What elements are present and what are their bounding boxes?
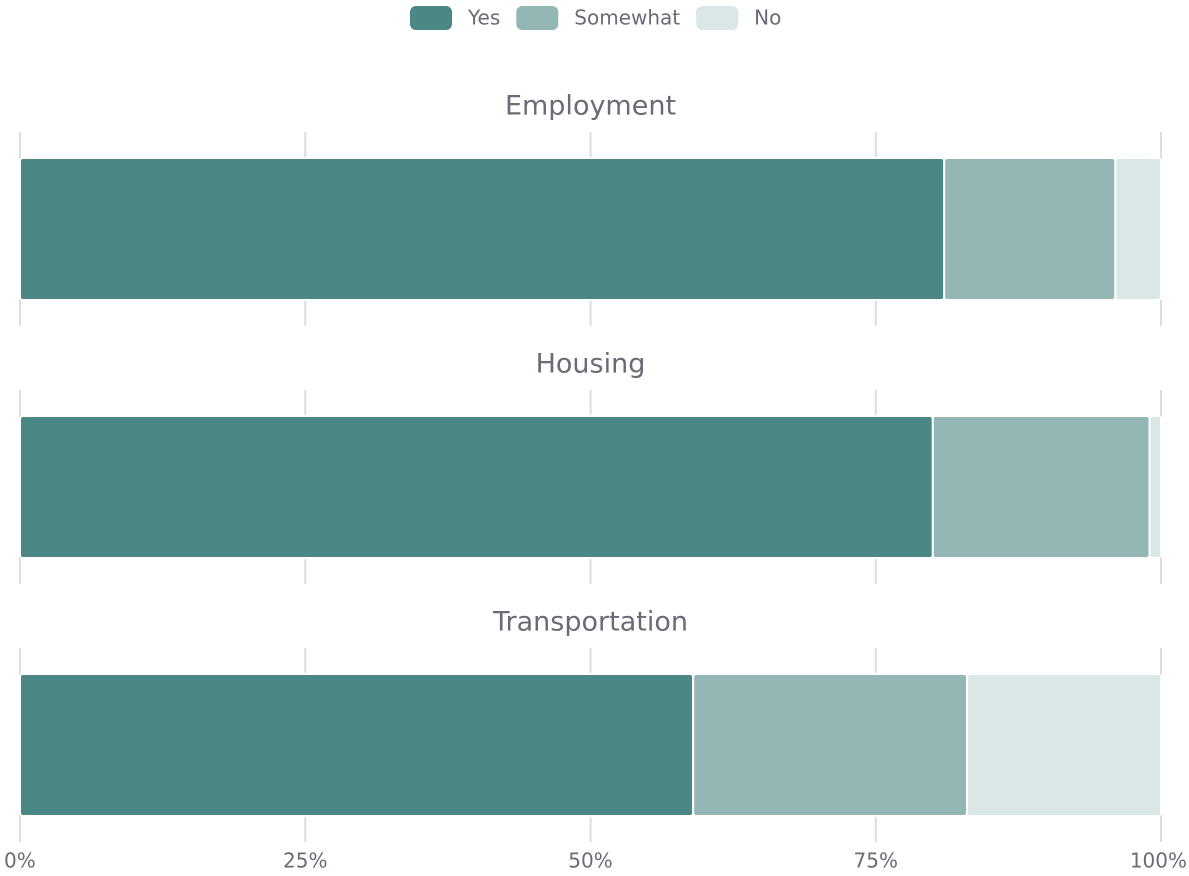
bar-segment (1114, 157, 1162, 301)
x-tick-label: 50% (568, 849, 612, 873)
legend-swatch (410, 6, 452, 30)
bar-segment (19, 673, 695, 817)
bar-segment (931, 415, 1151, 559)
legend-label: No (754, 6, 781, 30)
x-tick-label: 0% (4, 849, 36, 873)
x-tick-label: 100% (1130, 849, 1187, 873)
x-tick-label: 25% (283, 849, 327, 873)
facet-title: Transportation (492, 607, 688, 638)
legend-label: Yes (467, 6, 500, 30)
bar-segment (1148, 415, 1162, 559)
legend-label: Somewhat (574, 6, 680, 30)
bar-segment (692, 673, 969, 817)
facet-title: Housing (536, 349, 646, 380)
bar-segment (19, 415, 934, 559)
bar-segment (966, 673, 1163, 817)
legend-swatch (696, 6, 739, 30)
legend-swatch (516, 6, 559, 30)
bar-segment (19, 157, 946, 301)
x-tick-label: 75% (854, 849, 898, 873)
facet-title: Employment (505, 91, 676, 122)
bar-segment (943, 157, 1117, 301)
